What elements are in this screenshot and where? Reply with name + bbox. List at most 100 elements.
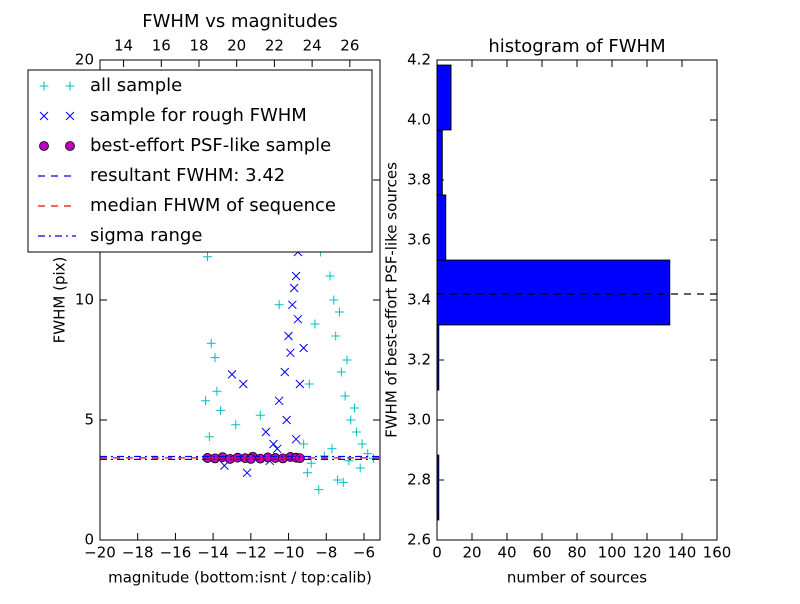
x2-tick-label: 24 [303,37,322,55]
y-tick-label: 3.2 [407,351,431,369]
marker-x [242,468,252,478]
y-tick-label: 3.4 [407,291,431,309]
chart-title: FWHM vs magnitudes [142,11,337,32]
x-tick-label: 40 [497,544,516,562]
marker-x [280,367,290,377]
marker-x [39,111,49,121]
marker-x [274,396,284,406]
x2-tick-label: 26 [340,37,359,55]
marker-plus [302,468,312,478]
x-tick-label: −10 [273,544,305,562]
histogram-bar [436,64,452,131]
x-axis-label: magnitude (bottom:isnt / top:calib) [108,569,372,587]
marker-plus [350,403,360,413]
marker-plus [310,319,320,329]
histogram-bar [436,129,443,196]
marker-plus [334,307,344,317]
legend-box [27,69,373,253]
chart-title: histogram of FWHM [488,36,665,57]
marker-plus [274,300,284,310]
plot-frame [99,59,381,541]
x-tick-label: −8 [315,544,337,562]
y-tick-label: 0 [84,531,94,549]
x-tick-label: 60 [532,544,551,562]
y-tick-label: 2.8 [407,471,431,489]
marker-plus [231,420,241,430]
marker-x [299,343,308,353]
marker-plus [202,252,212,262]
y-tick-label: 4.0 [407,111,431,129]
marker-x [238,379,248,389]
legend-label: all sample [90,75,182,96]
x2-tick-label: 14 [114,37,133,55]
x-tick-label: −14 [197,544,229,562]
marker-plus [336,367,346,377]
marker-x [272,444,282,454]
marker-plus [351,427,361,437]
y-tick-label: 5 [84,411,94,429]
marker-plus [201,396,211,406]
y-tick-label: 3.0 [407,411,431,429]
y-axis-label: FWHM of best-effort PSF-like sources [383,162,401,438]
legend-label: resultant FWHM: 3.42 [90,165,285,186]
marker-plus [210,353,220,363]
marker-circle [39,141,49,151]
marker-x [220,461,229,470]
x-tick-label: −12 [235,544,267,562]
marker-plus [325,271,335,281]
x-tick-label: 120 [633,544,662,562]
x-tick-label: −6 [353,544,375,562]
marker-plus [346,415,356,425]
marker-circle [65,141,75,151]
x-tick-label: 100 [598,544,627,562]
legend-label: sample for rough FWHM [90,105,307,126]
marker-x [227,370,237,379]
marker-plus [216,405,226,415]
marker-plus [327,444,337,454]
marker-x [261,427,271,437]
marker-x [295,379,305,389]
marker-x [291,434,301,444]
y-tick-label: 20 [75,51,94,69]
x-tick-label: −20 [84,544,116,562]
marker-plus [355,463,365,473]
marker-plus [342,355,352,365]
legend: all sample sample for rough FWHM best-effo… [27,69,373,253]
marker-plus [331,331,341,341]
legend-label: sigma range [90,225,202,246]
x2-tick-label: 16 [152,37,171,55]
marker-plus [39,81,49,91]
marker-x [287,300,297,310]
x-tick-label: 80 [567,544,586,562]
histogram-bar [436,194,447,261]
marker-plus [204,432,214,442]
x-tick-label: 160 [703,544,732,562]
x-tick-label: 20 [462,544,481,562]
marker-x [65,111,75,121]
marker-x [282,415,292,425]
marker-plus [329,295,339,305]
marker-plus [65,81,75,91]
marker-x [269,439,278,449]
x-tick-label: 0 [432,544,442,562]
y-tick-label: 2.6 [407,531,431,549]
y-tick-label: 3.6 [407,231,431,249]
legend-label: best-effort PSF-like sample [90,135,331,156]
marker-plus [314,485,324,495]
histogram-bar [436,259,671,326]
y-axis-label: FWHM (pix) [51,257,69,344]
plot-frame [436,59,718,541]
marker-x [293,314,303,324]
legend-label: median FHWM of sequence [90,195,336,216]
marker-plus [304,379,314,389]
x2-tick-label: 22 [265,37,284,55]
y-tick-label: 4.2 [407,51,431,69]
marker-x [284,331,293,341]
x2-tick-label: 20 [227,37,246,55]
x-tick-label: −16 [160,544,192,562]
y-tick-label: 3.8 [407,171,431,189]
y-tick-label: 10 [75,291,94,309]
marker-plus [206,338,216,348]
marker-x [291,271,301,281]
